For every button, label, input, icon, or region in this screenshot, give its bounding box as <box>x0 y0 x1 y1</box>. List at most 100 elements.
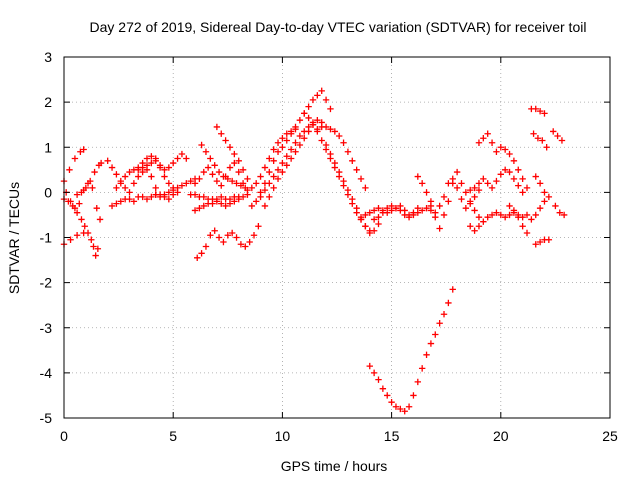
data-point <box>344 186 352 194</box>
data-point <box>266 168 273 176</box>
data-point <box>207 155 214 162</box>
data-point <box>87 177 94 185</box>
data-point <box>78 216 85 223</box>
data-point <box>135 173 142 180</box>
data-point <box>66 166 73 174</box>
data-point <box>143 155 151 162</box>
data-point <box>213 177 221 185</box>
data-point <box>161 173 168 180</box>
data-point <box>519 223 526 230</box>
data-point <box>370 369 378 377</box>
data-point <box>213 123 221 131</box>
data-point <box>366 362 373 370</box>
data-point <box>161 191 168 198</box>
data-point <box>493 209 500 216</box>
data-point <box>200 168 207 176</box>
y-tick-label: -4 <box>40 365 53 381</box>
data-point <box>501 213 509 221</box>
data-point <box>235 195 242 203</box>
series-arc-b5 <box>152 175 199 201</box>
data-point <box>501 166 509 174</box>
data-point <box>471 184 478 192</box>
series-arc-g1 <box>467 209 531 234</box>
data-point <box>357 175 365 183</box>
y-tick-label: 2 <box>44 94 52 110</box>
data-point <box>475 180 483 187</box>
data-point <box>467 198 474 205</box>
data-point <box>255 223 262 230</box>
series-arc-e2 <box>314 123 369 192</box>
data-point <box>545 236 553 243</box>
data-point <box>283 162 290 169</box>
data-point <box>370 227 378 234</box>
data-point <box>418 207 426 214</box>
data-point <box>480 135 487 142</box>
data-point <box>349 157 356 164</box>
data-point <box>357 216 365 223</box>
data-point <box>543 144 550 151</box>
data-point <box>318 137 325 144</box>
data-point <box>519 175 526 183</box>
data-point <box>71 155 79 162</box>
data-point <box>152 184 159 192</box>
data-point <box>397 405 404 413</box>
data-point <box>550 128 557 135</box>
data-point <box>475 223 483 230</box>
data-point <box>392 204 400 212</box>
data-point <box>349 195 356 203</box>
data-point <box>296 132 304 140</box>
data-point <box>370 216 378 223</box>
data-point <box>77 148 84 155</box>
series-arc-d1 <box>248 116 325 210</box>
data-point <box>67 198 74 205</box>
data-point <box>183 155 190 162</box>
series-arc-f3 <box>427 168 483 232</box>
series-arc-c5 <box>191 191 251 214</box>
data-point <box>228 229 236 237</box>
y-tick-label: -1 <box>40 230 53 246</box>
data-point <box>305 114 312 122</box>
data-point <box>204 164 212 171</box>
data-point <box>539 137 546 144</box>
data-point <box>427 340 435 347</box>
data-point <box>73 209 81 216</box>
data-point <box>152 191 159 198</box>
grid <box>64 57 610 418</box>
data-point <box>178 182 186 189</box>
data-point <box>335 132 343 140</box>
data-point <box>156 162 164 169</box>
data-point <box>76 200 83 207</box>
data-point <box>213 198 221 205</box>
data-point <box>362 223 369 230</box>
data-point <box>174 184 181 192</box>
data-point <box>198 141 205 149</box>
data-point <box>541 198 548 205</box>
series-arc-a4 <box>62 180 104 223</box>
data-point <box>130 180 138 187</box>
data-point <box>414 173 422 180</box>
series-arc-f2 <box>414 173 483 216</box>
data-point <box>458 195 465 203</box>
data-point <box>261 164 269 171</box>
data-point <box>314 116 321 124</box>
data-point <box>401 408 408 415</box>
data-point <box>143 162 151 169</box>
data-point <box>121 173 129 180</box>
data-point <box>545 193 553 201</box>
data-point <box>139 193 146 201</box>
data-point <box>270 146 277 153</box>
data-point <box>305 128 312 135</box>
data-point <box>97 159 105 167</box>
data-point <box>283 130 290 137</box>
data-point <box>536 107 544 115</box>
data-point <box>322 141 330 149</box>
data-point <box>534 135 542 142</box>
data-point <box>519 189 526 196</box>
data-point <box>218 200 225 207</box>
data-point <box>266 155 273 162</box>
y-tick-label: -3 <box>40 320 53 336</box>
data-point <box>226 164 234 171</box>
series-arc-a3 <box>60 195 102 259</box>
series-arc-h3 <box>532 173 548 196</box>
data-point <box>250 232 258 239</box>
